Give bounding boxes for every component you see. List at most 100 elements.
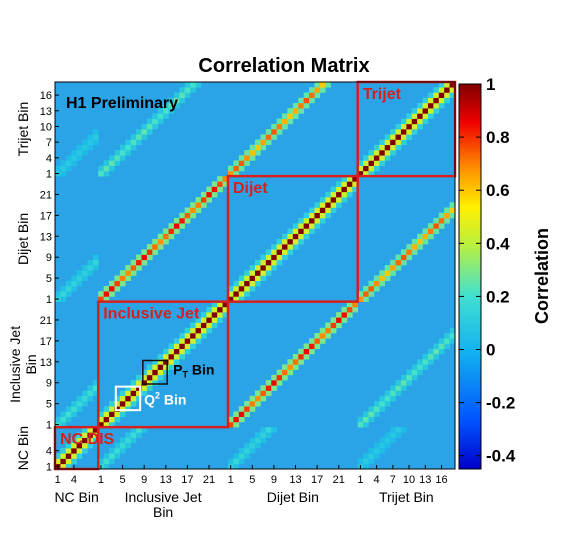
- heatmap-cell: [411, 369, 418, 376]
- heatmap-cell: [125, 432, 131, 438]
- heatmap-cell: [249, 149, 256, 156]
- heatmap-cell: [60, 170, 67, 177]
- heatmap-cell: [379, 139, 386, 146]
- heatmap-cell: [260, 275, 267, 282]
- heatmap-cell: [168, 223, 175, 229]
- heatmap-cell: [276, 118, 283, 125]
- heatmap-cell: [411, 244, 418, 250]
- heatmap-cell: [260, 265, 267, 271]
- heatmap-cell: [287, 244, 294, 250]
- heatmap-cell: [341, 197, 348, 203]
- heatmap-cell: [141, 385, 148, 391]
- heatmap-cell: [390, 134, 396, 140]
- heatmap-cell: [449, 327, 456, 334]
- heatmap-cell: [103, 160, 110, 166]
- heatmap-cell: [417, 364, 423, 370]
- heatmap-cell: [184, 348, 191, 355]
- heatmap-cell: [76, 401, 83, 407]
- heatmap-cell: [433, 343, 440, 350]
- heatmap-cell: [65, 458, 72, 465]
- heatmap-cell: [265, 259, 272, 266]
- heatmap-cell: [82, 390, 88, 397]
- heatmap-cell: [363, 463, 369, 470]
- heatmap-cell: [190, 82, 196, 88]
- heatmap-cell: [60, 165, 67, 172]
- heatmap-cell: [152, 238, 159, 245]
- block-box-dijet: [226, 174, 359, 303]
- heatmap-cell: [109, 160, 115, 166]
- heatmap-cell: [195, 197, 202, 203]
- heatmap-cell: [200, 191, 207, 198]
- heatmap-cell: [222, 312, 229, 318]
- heatmap-cell: [82, 448, 88, 454]
- heatmap-cell: [76, 448, 83, 454]
- heatmap-cell: [238, 296, 245, 302]
- heatmap-cell: [400, 385, 407, 391]
- heatmap-cell: [82, 395, 88, 402]
- heatmap-cell: [384, 437, 391, 444]
- heatmap-cell: [260, 395, 267, 402]
- heatmap-cell: [379, 448, 386, 454]
- heatmap-cell: [325, 191, 331, 198]
- heatmap-cell: [200, 312, 207, 318]
- heatmap-cell: [211, 181, 218, 187]
- heatmap-cell: [276, 254, 283, 261]
- heatmap-cell: [373, 406, 380, 412]
- heatmap-cell: [114, 155, 121, 161]
- heatmap-cell: [390, 385, 396, 391]
- heatmap-cell: [427, 102, 434, 109]
- heatmap-cell: [395, 123, 402, 130]
- heatmap-cell: [65, 411, 72, 417]
- heatmap-cell: [260, 139, 267, 146]
- heatmap-cell: [119, 442, 126, 449]
- heatmap-cell: [449, 338, 456, 344]
- heatmap-cell: [265, 270, 272, 276]
- heatmap-cell: [125, 385, 131, 391]
- heatmap-cell: [449, 202, 456, 208]
- heatmap-cell: [417, 233, 423, 240]
- heatmap-cell: [298, 233, 304, 240]
- heatmap-cell: [152, 123, 159, 130]
- heatmap-cell: [427, 108, 434, 114]
- heatmap-cell: [92, 134, 99, 140]
- heatmap-cell: [346, 181, 353, 187]
- heatmap-cell: [217, 312, 223, 318]
- heatmap-cell: [417, 244, 423, 250]
- heatmap-cell: [384, 275, 391, 282]
- heatmap-cell: [427, 223, 434, 229]
- heatmap-cell: [427, 228, 434, 234]
- heatmap-cell: [282, 233, 288, 240]
- heatmap-cell: [92, 259, 99, 266]
- heatmap-cell: [303, 233, 310, 240]
- heatmap-cell: [141, 249, 148, 255]
- heatmap-cell: [314, 338, 321, 344]
- heatmap-cell: [60, 296, 67, 302]
- heatmap-cell: [298, 228, 304, 234]
- heatmap-cell: [384, 442, 391, 449]
- y-axis-group-label: Dijet Bin: [15, 213, 31, 265]
- heatmap-cell: [400, 123, 407, 130]
- heatmap-cell: [314, 333, 321, 339]
- heatmap-cell: [282, 369, 288, 376]
- heatmap-cell: [184, 343, 191, 350]
- heatmap-cell: [71, 453, 77, 459]
- y-tick-label: 13: [40, 231, 52, 243]
- heatmap-cell: [152, 244, 159, 250]
- heatmap-cell: [92, 265, 99, 271]
- heatmap-cell: [125, 144, 131, 151]
- heatmap-cell: [244, 442, 250, 449]
- heatmap-cell: [60, 160, 67, 166]
- heatmap-cell: [119, 270, 126, 276]
- heatmap-cell: [249, 280, 256, 287]
- heatmap-cell: [249, 442, 256, 449]
- heatmap-cell: [163, 369, 169, 376]
- heatmap-cell: [427, 359, 434, 365]
- heatmap-cell: [244, 280, 250, 287]
- heatmap-cell: [433, 108, 440, 114]
- heatmap-cell: [65, 453, 72, 459]
- heatmap-cell: [292, 364, 299, 370]
- heatmap-cell: [130, 139, 137, 146]
- heatmap-cell: [114, 411, 121, 417]
- colorbar-tick-label: 0: [486, 341, 495, 360]
